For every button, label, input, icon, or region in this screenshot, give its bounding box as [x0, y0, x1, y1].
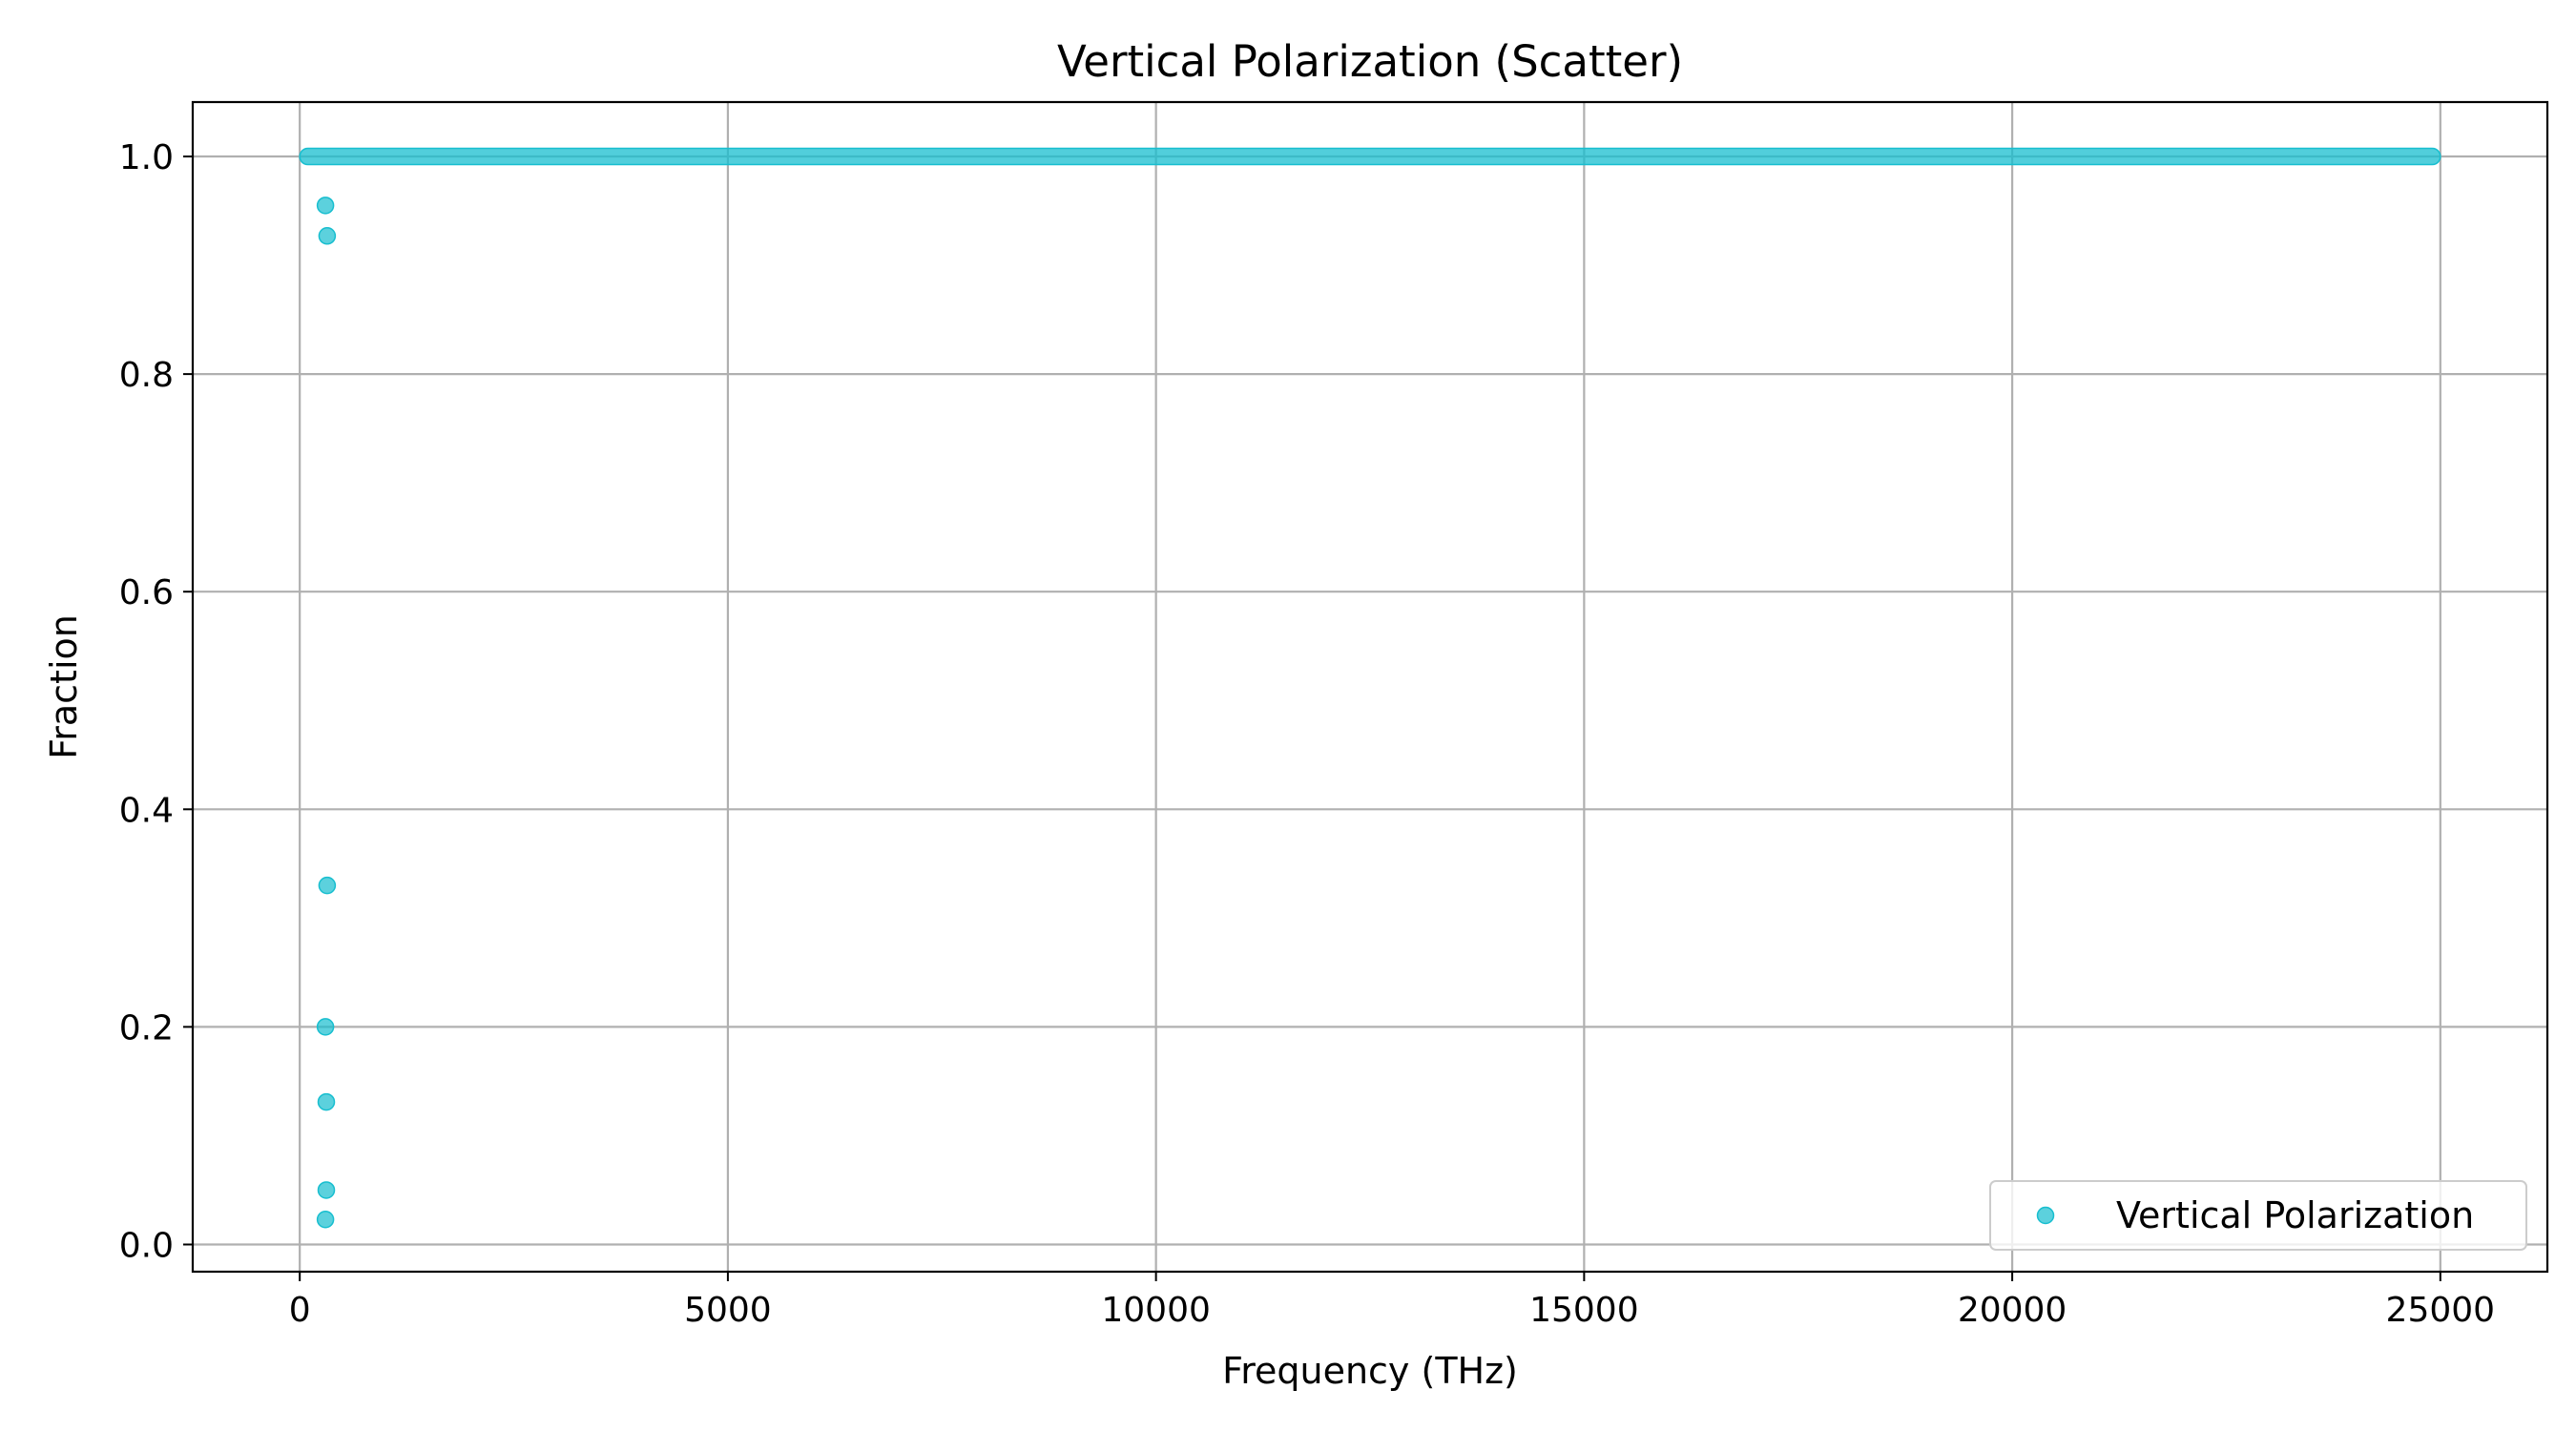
y-axis-title: Fraction: [43, 614, 85, 759]
y-tick-label: 0.2: [119, 1008, 174, 1047]
x-axis-title: Frequency (THz): [1222, 1350, 1518, 1392]
legend-box: [1989, 1180, 2527, 1251]
x-tick-label: 15000: [1529, 1291, 1639, 1330]
y-tick-label: 0.8: [119, 356, 174, 395]
scatter-point: [317, 1181, 336, 1199]
y-tick-label: 0.4: [119, 791, 174, 830]
scatter-point: [316, 1211, 335, 1229]
data-points: [299, 147, 2441, 1229]
scatter-point: [317, 1092, 336, 1111]
axis-ticks: 0 5000 10000 15000 20000 25000 0.0 0.2 0.4 0.6 0.8…: [119, 138, 2495, 1330]
scatter-point: [318, 876, 337, 895]
legend-label: Vertical Polarization: [2116, 1194, 2474, 1236]
legend: Vertical Polarization: [1989, 1180, 2527, 1251]
scatter-point: [316, 1018, 335, 1036]
y-tick-label: 0.0: [119, 1226, 174, 1265]
x-tick-label: 5000: [684, 1291, 772, 1330]
y-tick-label: 0.6: [119, 573, 174, 612]
x-tick-label: 0: [289, 1291, 311, 1330]
y-tick-label: 1.0: [119, 138, 174, 177]
x-tick-label: 25000: [2386, 1291, 2496, 1330]
x-tick-label: 20000: [1958, 1291, 2067, 1330]
plot-frame: [191, 100, 2549, 1274]
chart-title: Vertical Polarization (Scatter): [1057, 36, 1683, 87]
point-band: [299, 147, 2441, 166]
scatter-point: [318, 227, 337, 245]
legend-marker: [2036, 1206, 2055, 1225]
x-tick-label: 10000: [1101, 1291, 1211, 1330]
scatter-point: [316, 197, 335, 215]
